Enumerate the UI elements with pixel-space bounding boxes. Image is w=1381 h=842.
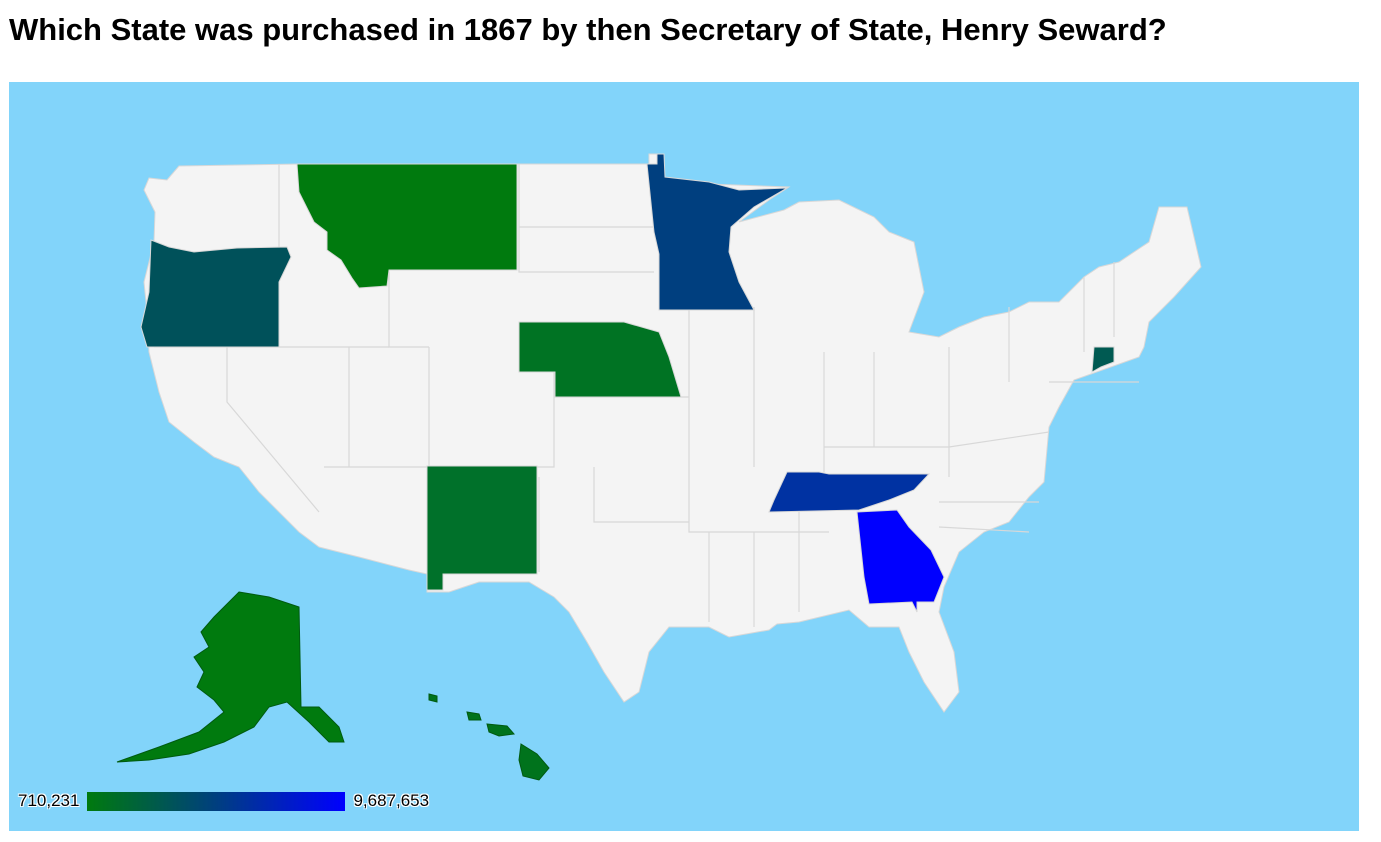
state-hawaii [428, 693, 550, 781]
us-choropleth-map: 710,231 9,687,653 [9, 82, 1359, 831]
state-alaska [116, 591, 345, 763]
state-connecticut [1091, 346, 1115, 373]
state-montana [296, 163, 518, 289]
state-new-mexico [426, 465, 538, 591]
map-legend: 710,231 9,687,653 [18, 790, 429, 812]
state-nebraska [518, 321, 682, 398]
legend-gradient-bar [87, 791, 346, 811]
map-canvas [116, 153, 1202, 781]
legend-max-label: 9,687,653 [353, 791, 430, 810]
state-tennessee [768, 471, 931, 513]
legend-min-label: 710,231 [18, 791, 80, 810]
state-minnesota [646, 153, 788, 311]
state-georgia [856, 509, 945, 613]
question-title: Which State was purchased in 1867 by the… [9, 12, 1167, 47]
state-oregon [140, 239, 292, 348]
